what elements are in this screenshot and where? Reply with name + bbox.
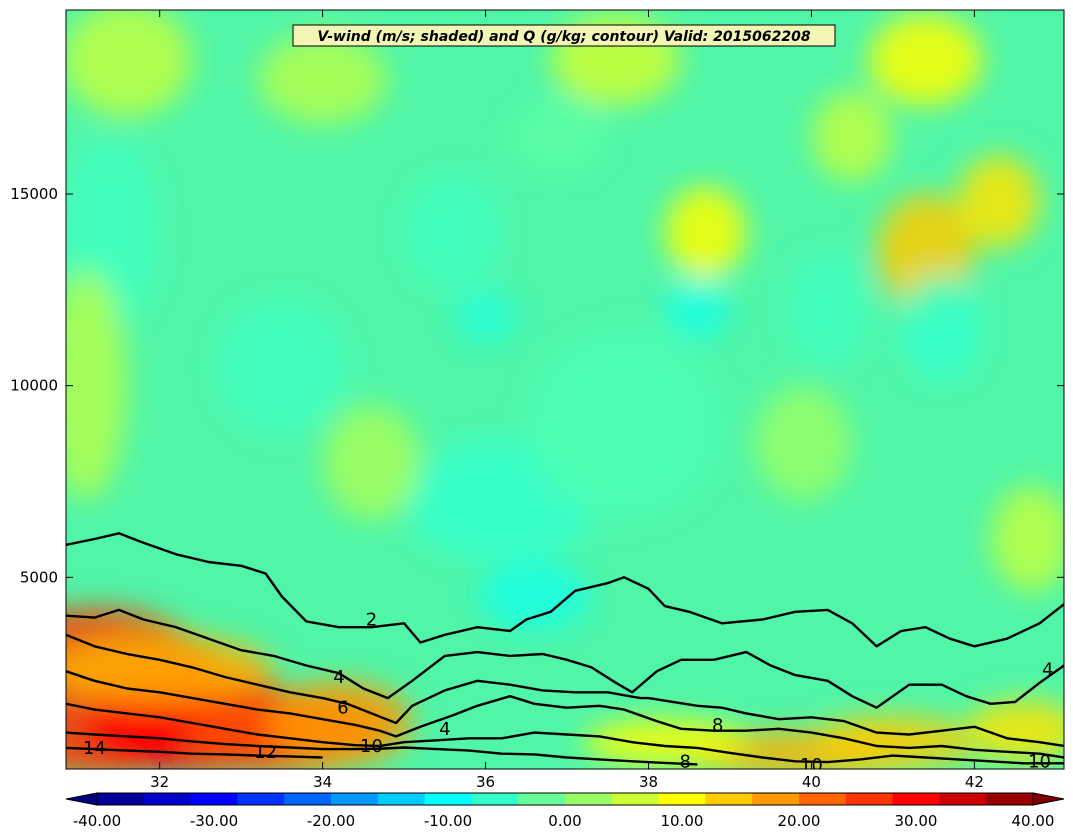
colorbar-bin	[892, 793, 940, 805]
colorbar-tick-label: 20.00	[778, 812, 821, 830]
colorbar-bin	[611, 793, 660, 805]
colorbar-bin	[237, 793, 285, 805]
shading-blob	[216, 297, 348, 436]
shading-blob	[66, 10, 193, 118]
shading-blob	[787, 251, 869, 367]
colorbar-bin	[518, 793, 566, 805]
colorbar-bin	[986, 793, 1034, 805]
contour-label: 4	[439, 719, 450, 740]
colorbar-bin	[424, 793, 472, 805]
shading-blob	[754, 385, 853, 501]
x-tick-label: 38	[639, 773, 658, 791]
colorbar-bin	[658, 793, 706, 805]
y-axis: 5000 10000 15000	[10, 185, 1064, 586]
colorbar-tick-label: 0.00	[548, 812, 581, 830]
contour-line-12	[66, 731, 698, 766]
contour-label: 4	[1042, 659, 1053, 680]
contour-label: 8	[712, 715, 723, 736]
contour-label: 8	[679, 751, 690, 772]
contour-line-6	[66, 633, 1064, 748]
colorbar-bin	[752, 793, 800, 805]
contour-label: 12	[254, 742, 277, 763]
colorbar-bin	[939, 793, 987, 805]
shading-blob	[664, 186, 747, 279]
shading-blob	[990, 485, 1064, 593]
shading-blob	[901, 274, 983, 382]
contour-label: 10	[1028, 751, 1051, 772]
contour-label: 14	[83, 738, 106, 759]
colorbar-labels: -40.00 -30.00 -20.00 -10.00 0.00 10.00 20.00 30…	[73, 812, 1055, 830]
title-box: V-wind (m/s; shaded) and Q (g/kg; contou…	[292, 24, 836, 47]
contour-line-2	[66, 532, 1064, 648]
shading-blob	[510, 98, 608, 175]
y-tick-label: 5000	[20, 568, 58, 586]
colorbar-tick-label: -30.00	[190, 812, 238, 830]
colorbar-tick-label: -10.00	[424, 812, 472, 830]
shading-blob	[868, 13, 983, 106]
contour-line-8	[66, 670, 1064, 759]
x-tick-label: 36	[476, 773, 495, 791]
q-contours	[66, 532, 1064, 766]
contour-label: 6	[337, 698, 348, 719]
colorbar	[65, 792, 1065, 806]
shading-blob	[452, 289, 519, 344]
contour-label: 2	[366, 610, 377, 631]
colorbar-bin	[97, 793, 145, 805]
colorbar-bin	[845, 793, 894, 805]
shading-blob	[664, 278, 730, 340]
colorbar-bin	[284, 793, 332, 805]
colorbar-bin	[565, 793, 613, 805]
x-axis: 32 34 36 38 40 42	[150, 10, 984, 791]
contour-line-14	[66, 746, 323, 759]
colorbar-tick-label: 10.00	[661, 812, 704, 830]
title-background	[292, 24, 836, 47]
colorbar-extend-min	[65, 792, 98, 806]
shading-blob	[966, 700, 1064, 762]
shading-blob	[526, 328, 722, 520]
x-tick-label: 34	[313, 773, 332, 791]
contour-label: 4	[333, 667, 344, 688]
shading-blob	[811, 90, 893, 183]
colorbar-tick-label: 30.00	[895, 812, 938, 830]
colorbar-bin	[377, 793, 426, 805]
shading-blob	[322, 404, 421, 520]
contour-label: 10	[360, 736, 383, 757]
shading-blob	[958, 155, 1040, 248]
colorbar-tick-label: -20.00	[307, 812, 355, 830]
v-wind-shading	[66, 10, 1064, 769]
colorbar-tick-label: 40.00	[1012, 812, 1055, 830]
y-tick-label: 10000	[10, 377, 58, 395]
plot-frame	[65, 9, 1065, 770]
x-tick-label: 42	[965, 773, 984, 791]
colorbar-frame	[96, 792, 1034, 806]
y-tick-label: 15000	[10, 185, 58, 203]
colorbar-extend-max	[1032, 792, 1065, 806]
x-tick-label: 40	[802, 773, 821, 791]
colorbar-tick-label: -40.00	[73, 812, 121, 830]
chart-title: V-wind (m/s; shaded) and Q (g/kg; contou…	[317, 29, 810, 45]
colorbar-bin	[799, 793, 847, 805]
shading-blob	[257, 33, 388, 125]
shading-blob	[811, 715, 975, 769]
shading-blob	[477, 562, 592, 631]
colorbar-bin	[471, 793, 519, 805]
contour-line-10	[66, 702, 1064, 765]
shading-blob	[66, 270, 128, 501]
colorbar-bin	[705, 793, 753, 805]
x-tick-label: 32	[150, 773, 169, 791]
colorbar-bin	[331, 793, 379, 805]
colorbar-bin	[190, 793, 238, 805]
colorbar-bin	[143, 793, 192, 805]
contour-line-4	[66, 608, 1064, 709]
shading-blob	[404, 174, 502, 290]
